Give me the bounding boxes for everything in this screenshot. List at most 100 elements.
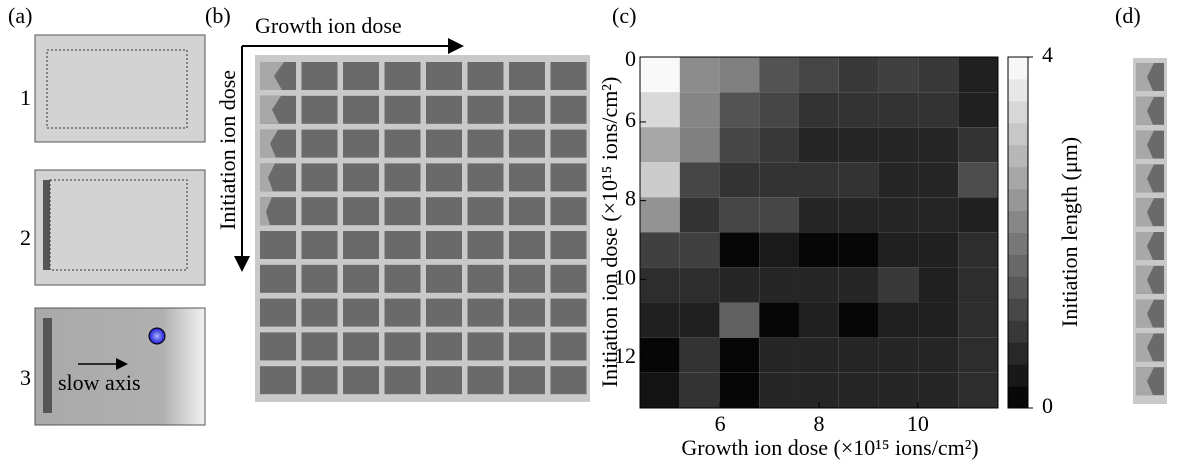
pad — [343, 231, 379, 259]
heatmap-cell — [679, 232, 720, 268]
heatmap-cell — [759, 162, 799, 198]
panel-b: (b) Growth ion dose Initiation ion dose — [205, 3, 590, 402]
colorbar-step — [1008, 232, 1028, 255]
heatmap-cell — [918, 197, 959, 233]
y-tick-label: 8 — [625, 186, 636, 211]
laser-spot — [148, 327, 166, 345]
pad — [426, 231, 462, 259]
sample-box — [34, 34, 206, 143]
pad — [509, 298, 545, 327]
colorbar-label: Initiation length (μm) — [1057, 137, 1082, 327]
pad — [467, 231, 504, 259]
colorbar-frame — [1007, 56, 1029, 409]
heatmap-cell — [719, 57, 760, 93]
pad — [343, 264, 379, 293]
heatmap-cell — [679, 267, 720, 303]
heatmap-cell — [878, 92, 919, 128]
heatmap-cell — [679, 372, 720, 408]
colorbar-step — [1008, 57, 1028, 80]
colorbar-step — [1008, 144, 1028, 168]
heatmap-cell — [878, 232, 919, 268]
pad — [301, 231, 338, 259]
heatmap-cell — [640, 337, 680, 373]
heatmap-cell — [759, 302, 799, 338]
heatmap-cell — [719, 267, 760, 303]
pad — [301, 264, 338, 293]
pad — [509, 366, 545, 395]
pad — [426, 264, 462, 293]
pad — [260, 366, 296, 395]
pad — [509, 62, 545, 90]
heatmap-cell — [878, 162, 919, 198]
pad — [550, 95, 587, 124]
x-tick-label: 6 — [715, 411, 726, 436]
heatmap-cell — [679, 197, 720, 233]
heatmap-cell — [878, 372, 919, 408]
sample-box — [34, 307, 206, 426]
heatmap-cell — [918, 372, 959, 408]
step-label: 2 — [20, 225, 31, 250]
heatmap-cell — [838, 267, 879, 303]
pad — [301, 62, 338, 90]
panel-label: (b) — [205, 3, 231, 28]
pad — [550, 298, 587, 327]
heatmap-cell — [679, 337, 720, 373]
axis-label: Initiation ion dose — [215, 70, 240, 230]
pad — [301, 298, 338, 327]
heatmap-cell — [918, 162, 959, 198]
heatmap-cell — [838, 337, 879, 373]
y-tick-label: 0 — [625, 46, 636, 71]
heatmap-cell — [759, 92, 799, 128]
initiation-region — [1136, 265, 1154, 294]
heatmap-cell — [719, 197, 760, 233]
initiation-region — [260, 95, 281, 124]
heatmap-cell — [719, 302, 760, 338]
heatmap-cell — [640, 127, 680, 163]
annotation: slow axis — [58, 370, 141, 395]
colorbar-step — [1008, 166, 1028, 190]
pad — [509, 163, 545, 192]
heatmap-cell — [878, 302, 919, 338]
y-tick-label: 6 — [625, 107, 636, 132]
pad — [343, 366, 379, 395]
colorbar-step — [1008, 276, 1028, 299]
pad — [550, 264, 587, 293]
pad — [509, 129, 545, 158]
colorbar-step — [1008, 122, 1028, 146]
initiation-region — [1136, 130, 1154, 159]
pad — [550, 163, 587, 192]
colorbar-step — [1008, 210, 1028, 233]
pad — [550, 332, 587, 361]
heatmap-cell — [640, 162, 680, 198]
heatmap-cell — [958, 372, 998, 408]
pad — [384, 95, 421, 124]
heatmap-cell — [759, 57, 799, 93]
heatmap-cell — [640, 232, 680, 268]
colorbar-step — [1008, 298, 1028, 321]
pad — [467, 163, 504, 192]
heatmap-cell — [759, 337, 799, 373]
pad — [384, 366, 421, 395]
heatmap-cell — [640, 57, 680, 93]
heatmap-cell — [679, 92, 720, 128]
initiation-region — [1136, 164, 1154, 193]
heatmap-cell — [958, 302, 998, 338]
heatmap-cell — [798, 57, 839, 93]
pad — [509, 231, 545, 259]
heatmap-cell — [958, 162, 998, 198]
y-tick-label: 10 — [614, 264, 636, 289]
step-label: 3 — [20, 365, 31, 390]
pad — [426, 129, 462, 158]
pad — [467, 366, 504, 395]
step-label: 1 — [20, 85, 31, 110]
heatmap-cell — [798, 232, 839, 268]
colorbar-step — [1008, 364, 1028, 387]
heatmap-cell — [878, 57, 919, 93]
heatmap-cell — [838, 92, 879, 128]
heatmap-cell — [958, 197, 998, 233]
heatmap-cell — [759, 372, 799, 408]
heatmap-cell — [719, 232, 760, 268]
colorbar-step — [1008, 342, 1028, 365]
pad — [467, 95, 504, 124]
